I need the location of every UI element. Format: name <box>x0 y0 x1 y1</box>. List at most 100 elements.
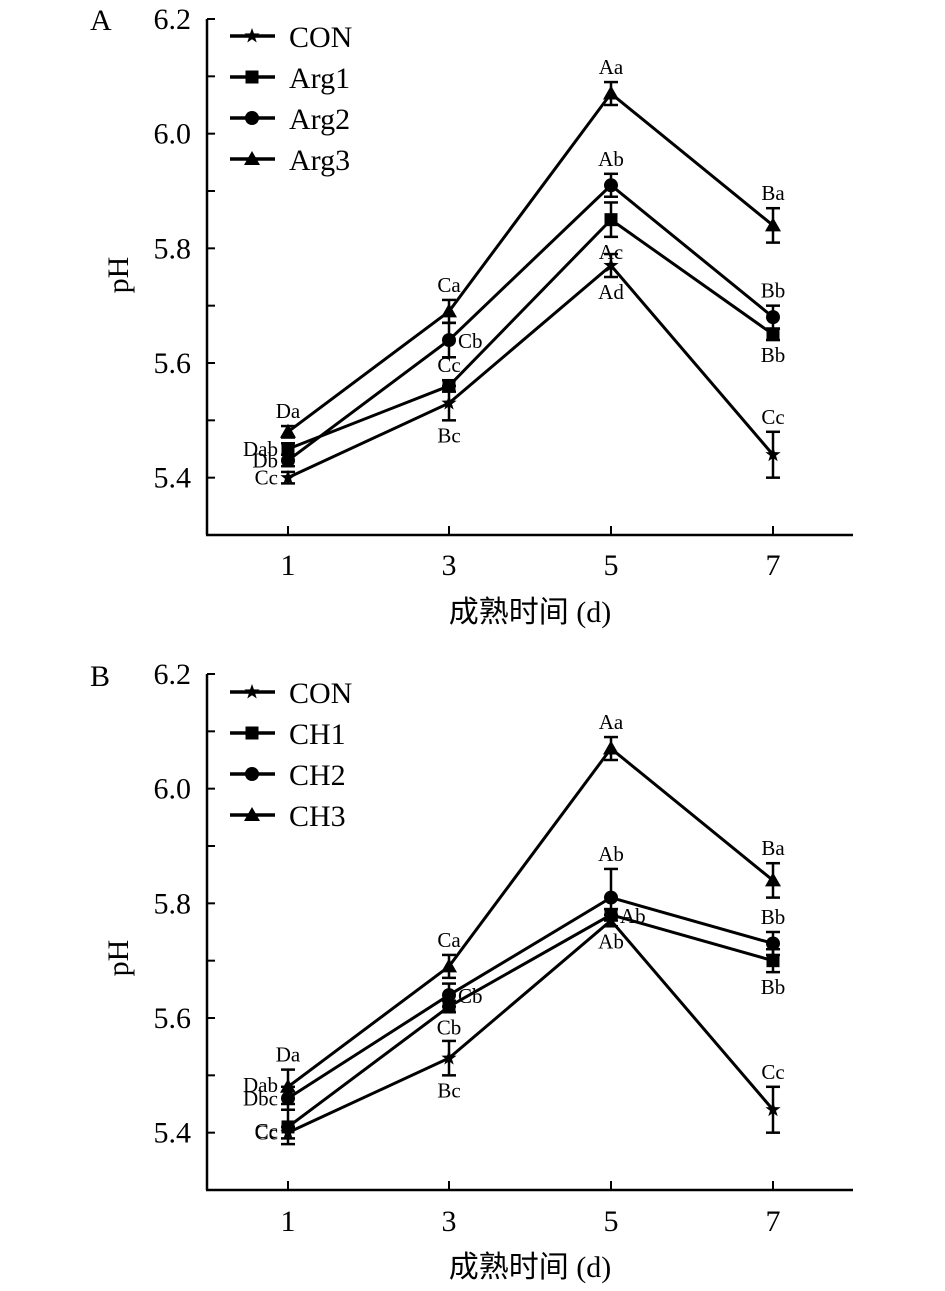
square-marker <box>766 954 780 968</box>
triangle-marker <box>441 303 457 318</box>
significance-label: Dbc <box>243 1086 278 1110</box>
significance-label: Aa <box>599 55 624 79</box>
x-tick-label: 5 <box>604 549 619 582</box>
triangle-marker <box>603 740 619 755</box>
significance-label: Bb <box>761 975 786 999</box>
legend-item-ch2: CH2 <box>230 759 346 792</box>
significance-label: Cc <box>255 1119 278 1143</box>
significance-label: Aa <box>599 710 624 734</box>
series-line <box>287 183 774 462</box>
legend-circle-marker <box>245 111 259 125</box>
significance-label: Cc <box>255 1121 278 1145</box>
panel-letter: B <box>90 660 110 693</box>
y-tick-label: 6.2 <box>154 3 192 36</box>
triangle-marker <box>280 423 296 438</box>
series-arg3: Da Ca Aa Ba <box>276 55 785 439</box>
legend-item-ch1: CH1 <box>230 718 346 751</box>
legend-item-arg1: Arg1 <box>230 62 350 95</box>
x-tick-label: 1 <box>281 1205 296 1238</box>
significance-label: Cc <box>761 405 784 429</box>
legend-label: CH2 <box>289 759 346 792</box>
significance-label: Ab <box>598 929 624 953</box>
series-arg1: Dab Cc Ac Bb <box>243 201 786 461</box>
legend-label: CH1 <box>289 718 346 751</box>
x-tick-label: 3 <box>442 1205 457 1238</box>
significance-label: Ca <box>437 928 461 952</box>
legend-item-con: CON <box>230 21 352 54</box>
significance-label: Ca <box>437 273 461 297</box>
series-line <box>287 91 774 434</box>
legend: CON Arg1 Arg2 Arg3 <box>230 21 352 177</box>
series-arg2: Db Cb Ab Bb <box>252 147 785 473</box>
triangle-marker <box>441 958 457 973</box>
circle-marker <box>766 936 780 951</box>
significance-label: Bc <box>437 1078 460 1102</box>
legend-label: CON <box>289 21 352 54</box>
y-tick-label: 5.6 <box>154 1002 192 1035</box>
star-marker <box>280 469 296 485</box>
x-tick-label: 1 <box>281 549 296 582</box>
legend: CON CH1 CH2 CH3 <box>230 677 352 833</box>
panel-letter: A <box>90 4 112 37</box>
legend-star-marker <box>244 684 260 699</box>
legend-label: Arg1 <box>289 62 350 95</box>
significance-label: Da <box>276 1043 301 1067</box>
series-line <box>287 913 774 1129</box>
square-marker <box>281 442 295 456</box>
significance-label: Cb <box>458 984 483 1008</box>
legend-label: Arg2 <box>289 103 350 136</box>
legend-star-marker <box>244 28 260 43</box>
significance-label: Ab <box>598 842 624 866</box>
significance-label: Da <box>276 399 301 423</box>
significance-label: Cc <box>761 1060 784 1084</box>
significance-label: Bb <box>761 343 786 367</box>
square-marker <box>766 327 780 341</box>
y-tick-label: 5.4 <box>154 1117 192 1150</box>
series-line <box>287 746 774 1089</box>
legend-label: Arg3 <box>289 144 350 177</box>
significance-label: Ab <box>598 147 624 171</box>
legend-item-ch3: CH3 <box>230 800 346 833</box>
series-ch2: Dbc Cb Ab Bb <box>243 842 786 1111</box>
legend-label: CON <box>289 677 352 710</box>
legend-circle-marker <box>245 767 259 781</box>
square-marker <box>442 379 456 393</box>
series-con: Cc Bc Ab Cc <box>255 912 785 1145</box>
legend-label: CH3 <box>289 800 346 833</box>
significance-label: Cc <box>255 466 278 490</box>
triangle-marker <box>765 217 781 232</box>
significance-label: Bb <box>761 279 786 303</box>
circle-marker <box>442 988 456 1003</box>
y-axis-title: pH <box>102 940 135 977</box>
y-tick-label: 5.6 <box>154 347 192 380</box>
series-ch1: Cb Ab Bb <box>281 904 786 1146</box>
circle-marker <box>281 453 295 468</box>
square-marker <box>281 1120 295 1134</box>
square-marker <box>604 213 618 227</box>
series-line <box>287 895 774 1100</box>
y-axis-title: pH <box>102 257 135 294</box>
star-marker <box>765 1101 781 1117</box>
significance-label: Bc <box>437 423 460 447</box>
significance-label: Ab <box>620 904 646 928</box>
series-con: Cc Bc Ad Cc <box>255 252 785 490</box>
significance-label: Db <box>252 448 278 472</box>
circle-marker <box>604 178 618 193</box>
triangle-marker <box>280 1078 296 1093</box>
significance-label: Ba <box>761 181 785 205</box>
significance-label: Cb <box>458 329 483 353</box>
y-tick-label: 5.8 <box>154 887 192 920</box>
x-tick-label: 7 <box>766 549 781 582</box>
series-ch3: Da Ca Aa Ba <box>276 710 785 1106</box>
y-tick-label: 6.0 <box>154 773 192 806</box>
legend-triangle-marker <box>244 807 260 821</box>
star-marker <box>441 1050 457 1065</box>
legend-square-marker <box>245 726 259 740</box>
significance-label: Cc <box>437 353 460 377</box>
significance-label: Dab <box>243 1073 278 1097</box>
legend-square-marker <box>245 70 259 84</box>
x-tick-label: 7 <box>766 1205 781 1238</box>
significance-label: Bb <box>761 905 786 929</box>
y-tick-label: 6.0 <box>154 118 192 151</box>
